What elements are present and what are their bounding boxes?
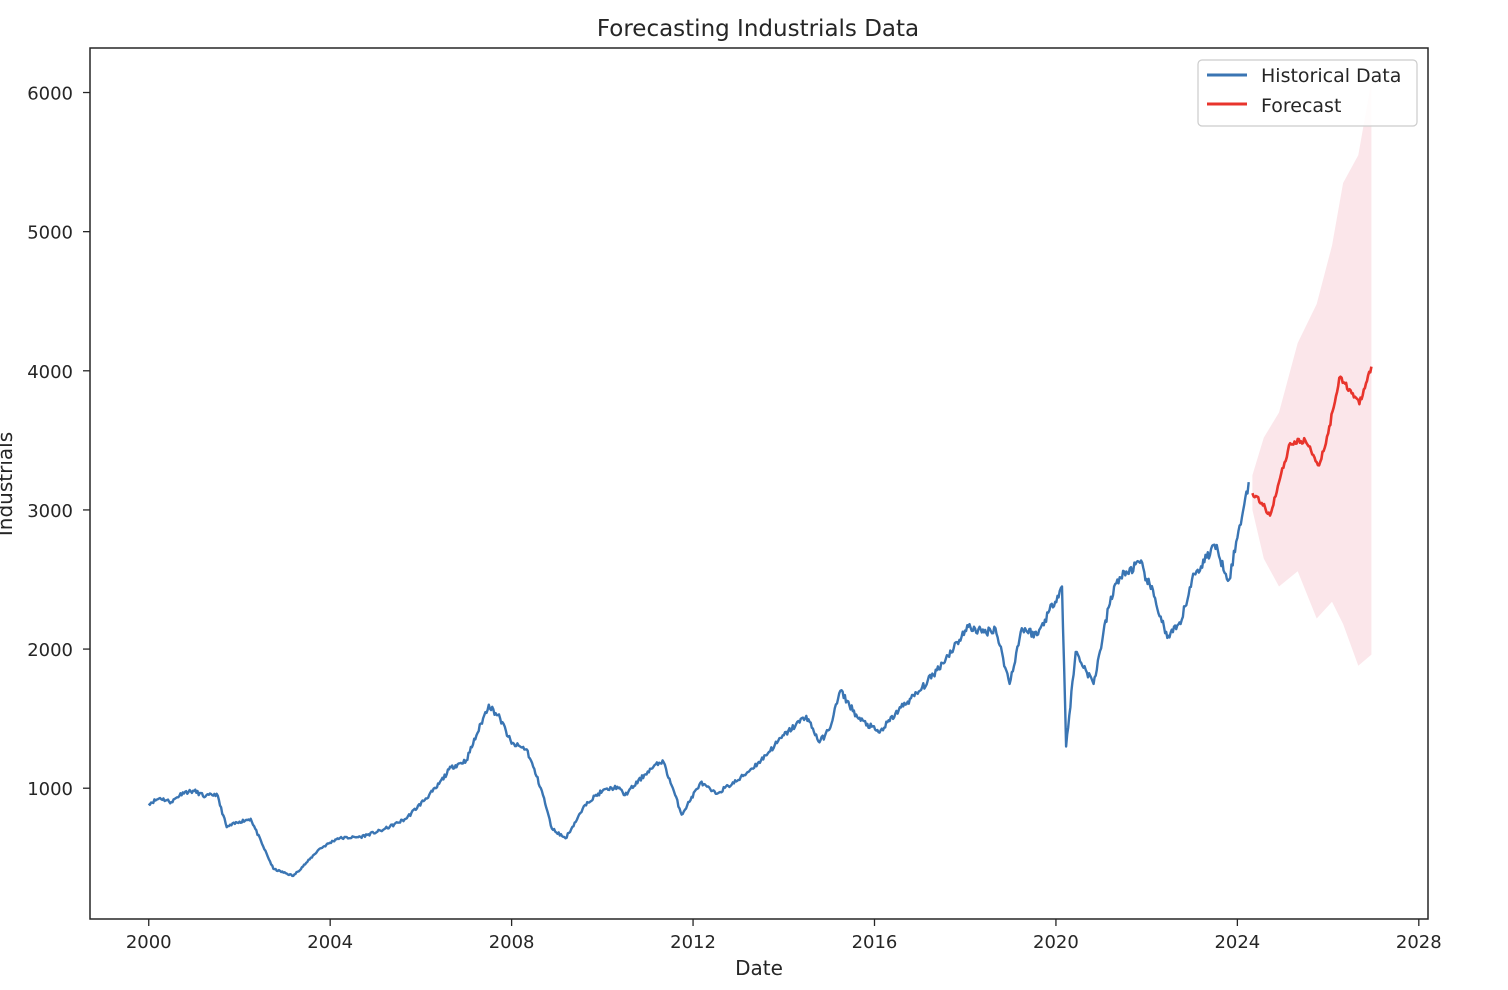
forecast-line <box>1251 366 1373 517</box>
legend-box <box>1197 59 1418 127</box>
legend-label-historical: Historical Data <box>1261 65 1401 87</box>
historical-data-line <box>147 481 1250 878</box>
y-tick-label: 3000 <box>27 501 73 522</box>
x-tick-label: 2028 <box>1396 932 1442 953</box>
y-tick-label: 5000 <box>27 223 73 244</box>
chart-title: Forecasting Industrials Data <box>597 16 919 42</box>
legend: Historical Data Forecast <box>1197 59 1418 127</box>
x-tick-label: 2024 <box>1214 932 1260 953</box>
forecast-confidence-band <box>1252 81 1372 666</box>
y-tick-label: 2000 <box>27 640 73 661</box>
x-axis: 2000 2004 2008 2012 2016 2020 2024 2028 <box>126 919 1442 953</box>
y-tick-label: 4000 <box>27 362 73 383</box>
legend-label-forecast: Forecast <box>1261 95 1341 117</box>
x-tick-label: 2008 <box>489 932 535 953</box>
y-tick-label: 6000 <box>27 84 73 105</box>
x-tick-label: 2000 <box>126 932 172 953</box>
x-tick-label: 2016 <box>852 932 898 953</box>
x-tick-label: 2020 <box>1033 932 1079 953</box>
y-axis: 1000 2000 3000 4000 5000 6000 <box>27 84 90 800</box>
y-tick-label: 1000 <box>27 779 73 800</box>
x-tick-label: 2004 <box>307 932 353 953</box>
x-axis-title: Date <box>735 956 783 980</box>
y-axis-title: Industrials <box>0 432 17 536</box>
plot-area <box>147 81 1373 878</box>
x-tick-label: 2012 <box>670 932 716 953</box>
plot-frame <box>89 47 1429 920</box>
